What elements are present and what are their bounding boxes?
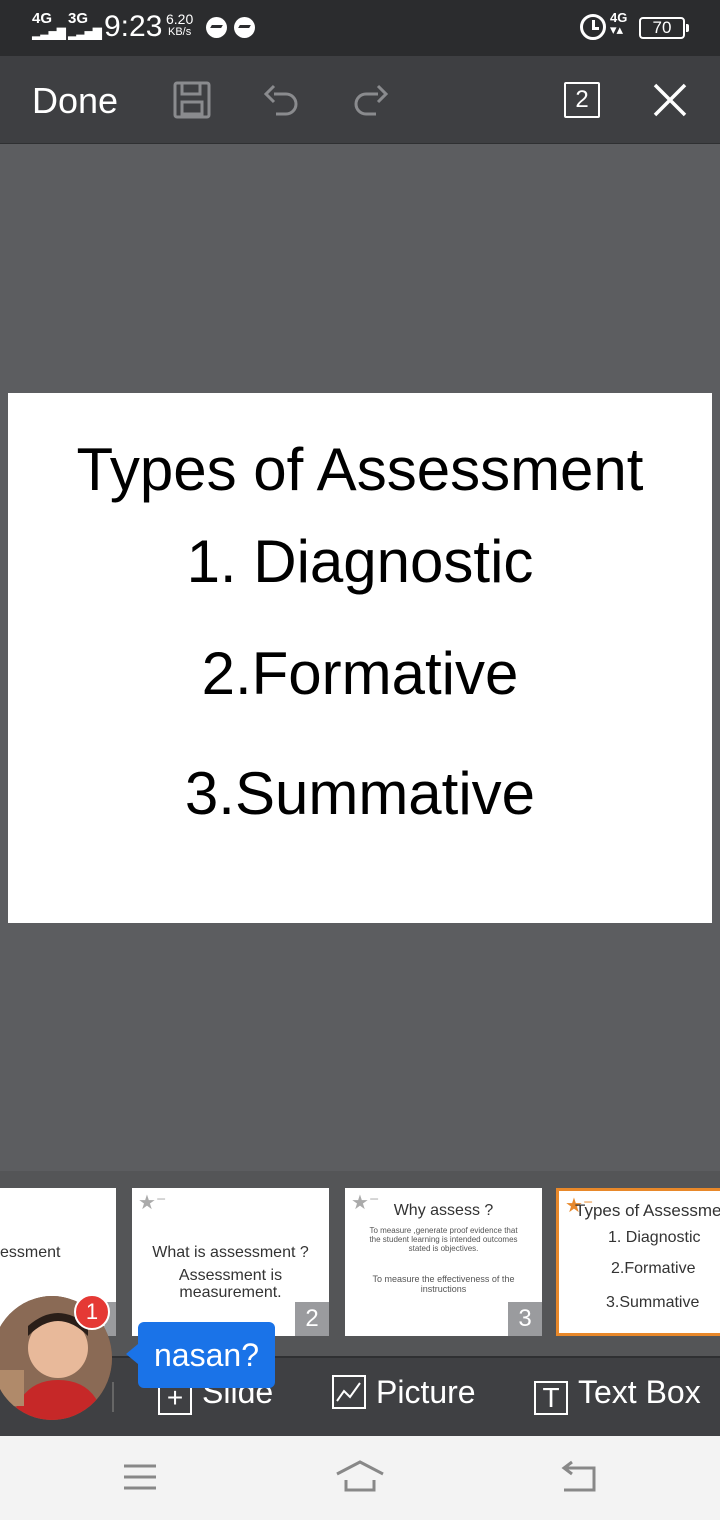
signal-4g-icon: 4G ▂▃▅▇ <box>32 10 66 40</box>
close-icon[interactable] <box>650 80 690 120</box>
menu-icon[interactable] <box>122 1462 158 1492</box>
transition-star-icon: ★⁻ <box>351 1192 380 1214</box>
done-button[interactable]: Done <box>32 80 119 121</box>
textbox-icon: T <box>534 1381 568 1415</box>
network-label: 4G <box>610 10 628 25</box>
thumbnail-body: Assessment is measurement. <box>178 1267 283 1301</box>
thumbnail-number: 2 <box>295 1302 329 1336</box>
clock: 9:23 <box>104 10 163 43</box>
signal-4g-label: 4G <box>32 10 53 27</box>
picture-icon <box>332 1375 366 1409</box>
slide-canvas[interactable]: Types of Assessment 1. Diagnostic 2.Form… <box>0 145 720 1171</box>
thumbnail-title: essment <box>0 1244 61 1261</box>
slide-thumbnail-3[interactable]: ★⁻ Why assess ? To measure ,generate pro… <box>345 1188 542 1336</box>
thumbnail-title: Types of Assessme <box>575 1201 720 1220</box>
insert-toolbar: + Slide Picture T Text Box <box>0 1356 720 1436</box>
thumbnail-item: 3.Summative <box>606 1294 700 1311</box>
thumbnail-item: 2.Formative <box>611 1260 696 1277</box>
thumbnail-title: Why assess ? <box>393 1202 494 1219</box>
alarm-icon <box>580 14 606 40</box>
thumbnail-number: 3 <box>508 1302 542 1336</box>
slide-item[interactable]: 2.Formative <box>201 640 519 707</box>
redo-icon[interactable] <box>350 80 390 120</box>
signal-3g-label: 3G <box>68 10 89 27</box>
slide-thumbnail-2[interactable]: ★⁻ What is assessment ? Assessment is me… <box>132 1188 329 1336</box>
insert-textbox-label: Text Box <box>578 1374 701 1410</box>
speed-unit: KB/s <box>168 26 192 38</box>
current-slide[interactable]: Types of Assessment 1. Diagnostic 2.Form… <box>8 393 712 923</box>
messenger-icon <box>234 17 255 38</box>
chat-message-bubble[interactable]: nasan? <box>126 1322 275 1388</box>
messenger-icon <box>206 17 227 38</box>
speed-value: 6.20 <box>166 11 194 27</box>
divider <box>112 1382 114 1412</box>
slide-item[interactable]: 1. Diagnostic <box>186 528 534 595</box>
signal-3g-icon: 3G ▂▃▅▇ <box>68 10 102 40</box>
network-type: 4G ▾▴ <box>610 10 628 37</box>
transition-star-icon: ★⁻ <box>565 1195 594 1217</box>
thumbnail-title: What is assessment ? <box>152 1244 309 1261</box>
slide-item[interactable]: 3.Summative <box>184 760 536 827</box>
transition-star-icon: ★⁻ <box>138 1192 167 1214</box>
save-icon[interactable] <box>172 80 212 120</box>
thumbnail-item: 1. Diagnostic <box>608 1229 701 1246</box>
insert-textbox-button[interactable]: T Text Box <box>534 1374 701 1415</box>
system-navigation-bar <box>0 1436 720 1520</box>
thumbnail-body: To measure the effectiveness of the inst… <box>372 1274 515 1294</box>
slide-thumbnail-strip[interactable]: essment 1 ★⁻ What is assessment ? Assess… <box>0 1171 720 1436</box>
insert-picture-button[interactable]: Picture <box>332 1374 476 1411</box>
back-icon[interactable] <box>558 1460 598 1494</box>
slide-title[interactable]: Types of Assessment <box>76 436 644 503</box>
notification-badge: 1 <box>74 1294 110 1330</box>
network-speed: 6.20 KB/s <box>166 11 194 39</box>
battery-icon: 70 <box>639 17 689 39</box>
insert-picture-label: Picture <box>376 1374 476 1410</box>
editor-toolbar: Done 2 <box>0 56 720 144</box>
home-icon[interactable] <box>334 1458 386 1494</box>
thumbnail-body: To measure ,generate proof evidence that… <box>369 1226 518 1253</box>
slide-thumbnail-4[interactable]: ★⁻ Types of Assessme 1. Diagnostic 2.For… <box>556 1188 720 1336</box>
status-bar: 4G ▂▃▅▇ 3G ▂▃▅▇ 9:23 6.20 KB/s 4G ▾▴ 70 <box>0 0 720 56</box>
slide-count-button[interactable]: 2 <box>564 82 600 118</box>
undo-icon[interactable] <box>262 80 302 120</box>
